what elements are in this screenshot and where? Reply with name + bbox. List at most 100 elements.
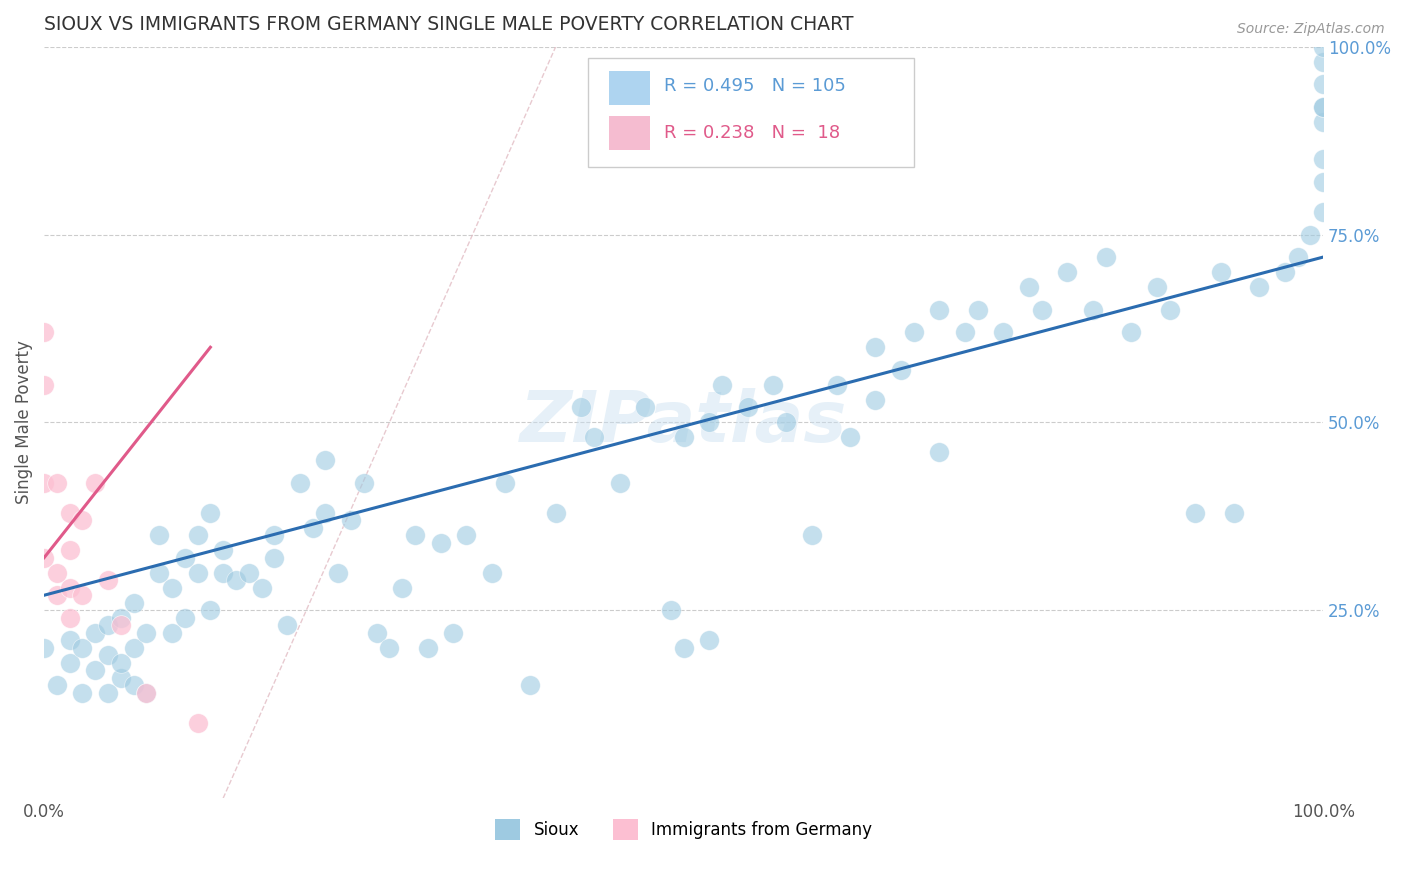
Point (187, 528, 209, 542)
Point (378, 640, 401, 655)
Point (212, 566, 235, 580)
Point (993, 325, 1015, 339)
Point (32, 377, 55, 392)
Point (59, 543, 82, 558)
Text: SIOUX VS IMMIGRANTS FROM GERMANY SINGLE MALE POVERTY CORRELATION CHART: SIOUX VS IMMIGRANTS FROM GERMANY SINGLE … (44, 15, 853, 34)
Point (1312, 175, 1334, 189)
Point (1209, 265, 1232, 279)
Point (672, 640, 695, 655)
Point (1312, 100, 1334, 114)
Point (404, 528, 426, 542)
Point (276, 618, 298, 632)
Point (1018, 280, 1040, 294)
Point (160, 581, 183, 595)
Point (366, 625, 388, 640)
Point (32, 550, 55, 565)
Point (263, 528, 285, 542)
Point (775, 416, 797, 430)
Point (122, 640, 145, 655)
Point (1094, 250, 1116, 264)
Point (583, 430, 606, 444)
Point (928, 302, 950, 317)
Point (1312, 77, 1334, 91)
Point (966, 302, 988, 317)
Point (328, 566, 350, 580)
Point (1274, 265, 1296, 279)
Point (32, 640, 55, 655)
Point (416, 640, 439, 655)
Point (569, 401, 592, 415)
Point (903, 325, 925, 339)
Point (84, 475, 107, 490)
Point (672, 430, 695, 444)
Point (148, 566, 170, 580)
Point (1081, 302, 1104, 317)
Point (762, 377, 785, 392)
Point (441, 625, 464, 640)
Point (84, 664, 107, 678)
Point (1056, 265, 1078, 279)
Point (825, 377, 848, 392)
Point (1312, 54, 1334, 69)
Point (84, 625, 107, 640)
Point (1249, 280, 1271, 294)
FancyBboxPatch shape (609, 70, 651, 105)
Point (1159, 302, 1181, 317)
Point (200, 506, 222, 520)
Point (59, 581, 82, 595)
Point (494, 475, 516, 490)
Point (353, 475, 375, 490)
Point (865, 392, 887, 407)
Y-axis label: Single Male Poverty: Single Male Poverty (15, 341, 32, 504)
Point (59, 633, 82, 648)
Point (72, 640, 94, 655)
Point (160, 625, 183, 640)
Point (634, 401, 657, 415)
Point (110, 656, 132, 670)
Point (544, 506, 567, 520)
Point (32, 475, 55, 490)
Point (1299, 227, 1322, 242)
Point (135, 625, 157, 640)
Point (45, 588, 67, 602)
FancyBboxPatch shape (588, 58, 914, 167)
Point (173, 611, 195, 625)
Point (737, 401, 759, 415)
Point (72, 588, 94, 602)
Point (456, 528, 478, 542)
Point (97, 648, 120, 663)
Point (928, 445, 950, 459)
Point (1146, 280, 1168, 294)
Point (1312, 205, 1334, 219)
Point (315, 506, 337, 520)
Point (697, 416, 720, 430)
Text: Source: ZipAtlas.com: Source: ZipAtlas.com (1237, 22, 1385, 37)
Point (110, 618, 132, 632)
Point (1121, 325, 1143, 339)
Point (340, 513, 363, 527)
Point (391, 581, 413, 595)
Point (148, 528, 170, 542)
Point (45, 678, 67, 692)
Point (110, 611, 132, 625)
Point (59, 506, 82, 520)
Point (59, 611, 82, 625)
Point (1312, 115, 1334, 129)
Point (122, 596, 145, 610)
Point (315, 453, 337, 467)
Point (659, 603, 682, 617)
Point (1312, 39, 1334, 54)
Point (481, 566, 503, 580)
Point (45, 566, 67, 580)
Point (200, 603, 222, 617)
Point (263, 550, 285, 565)
Point (32, 325, 55, 339)
Point (173, 550, 195, 565)
Point (72, 513, 94, 527)
Point (1222, 506, 1244, 520)
Point (135, 686, 157, 700)
Point (865, 340, 887, 354)
Point (1312, 153, 1334, 167)
Point (97, 686, 120, 700)
Text: ZIPatlas: ZIPatlas (520, 388, 848, 457)
